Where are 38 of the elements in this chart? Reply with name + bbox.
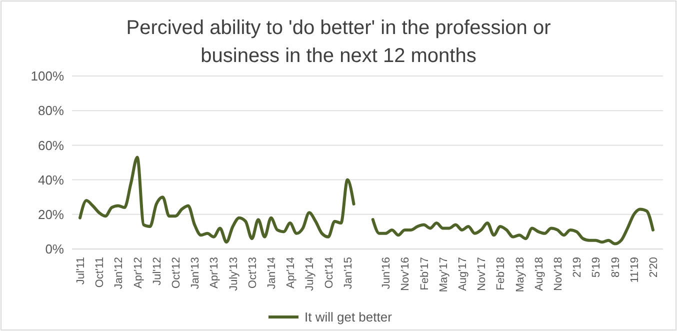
x-tick-label: Apr'14 xyxy=(285,257,298,288)
x-tick-label: Jan'13 xyxy=(190,257,202,290)
y-tick-label: 60% xyxy=(38,138,64,153)
x-tick-label: Oct'11 xyxy=(94,257,106,288)
y-tick-label: 80% xyxy=(38,103,64,118)
x-tick-label: Nov'18 xyxy=(552,257,564,291)
x-tick-label: Jul'12 xyxy=(151,257,164,286)
legend-label: It will get better xyxy=(304,310,393,325)
x-tick-label: Oct'12 xyxy=(170,257,182,288)
y-tick-label: 40% xyxy=(38,172,64,188)
x-tick-label: Jan'14 xyxy=(266,257,278,290)
x-tick-label: May'17 xyxy=(438,257,450,292)
x-tick-label: Jul'11 xyxy=(75,257,87,285)
x-tick-label: Oct'13 xyxy=(246,257,259,288)
x-tick-label: 2'20 xyxy=(648,257,660,278)
x-tick-label: Oct'14 xyxy=(323,257,336,288)
x-tick-label: 2'19 xyxy=(572,257,584,278)
x-tick-label: 11'19 xyxy=(628,257,641,283)
x-tick-label: Aug'17 xyxy=(457,257,469,291)
x-tick-label: 5'19 xyxy=(590,257,603,278)
x-tick-label: Jan'15 xyxy=(342,257,354,290)
x-tick-label: Nov'16 xyxy=(400,257,412,291)
y-tick-label: 0% xyxy=(45,242,64,257)
x-tick-label: Jun'16 xyxy=(380,257,393,290)
x-tick-label: Apr'13 xyxy=(208,257,221,288)
chart-title: Percived ability to 'do better' in the profession or business in the next 12 months xyxy=(126,17,552,67)
x-tick-label: 8'19 xyxy=(610,257,622,278)
x-tick-label: Feb'18 xyxy=(495,257,508,290)
x-tick-label: May'18 xyxy=(514,257,526,292)
x-tick-label: July'14 xyxy=(304,257,316,291)
y-tick-label: 20% xyxy=(38,206,64,222)
x-tick-label: Apr'12 xyxy=(132,257,144,288)
x-tick-label: Nov'17 xyxy=(476,257,488,291)
x-tick-label: Jan'12 xyxy=(113,257,126,290)
x-tick-label: Feb'17 xyxy=(418,257,431,290)
x-tick-label: Aug'18 xyxy=(533,257,546,291)
x-tick-label: July'13 xyxy=(228,257,240,291)
y-tick-label: 100% xyxy=(30,68,64,84)
